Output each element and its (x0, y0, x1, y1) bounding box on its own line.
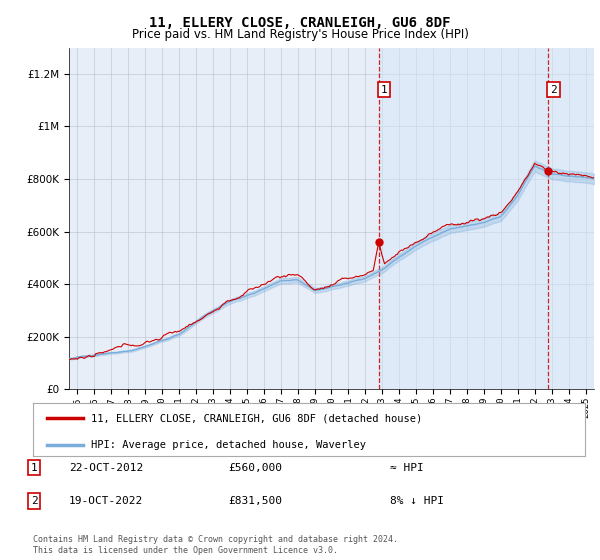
Text: 2: 2 (550, 85, 557, 95)
Text: 2: 2 (31, 496, 38, 506)
Text: 11, ELLERY CLOSE, CRANLEIGH, GU6 8DF (detached house): 11, ELLERY CLOSE, CRANLEIGH, GU6 8DF (de… (91, 413, 422, 423)
Text: ≈ HPI: ≈ HPI (390, 463, 424, 473)
Text: HPI: Average price, detached house, Waverley: HPI: Average price, detached house, Wave… (91, 440, 366, 450)
Text: 22-OCT-2012: 22-OCT-2012 (69, 463, 143, 473)
Text: Price paid vs. HM Land Registry's House Price Index (HPI): Price paid vs. HM Land Registry's House … (131, 28, 469, 41)
Text: 19-OCT-2022: 19-OCT-2022 (69, 496, 143, 506)
Text: 8% ↓ HPI: 8% ↓ HPI (390, 496, 444, 506)
Text: £560,000: £560,000 (228, 463, 282, 473)
Text: Contains HM Land Registry data © Crown copyright and database right 2024.: Contains HM Land Registry data © Crown c… (33, 535, 398, 544)
Bar (379, 48, 594, 389)
Text: 1: 1 (31, 463, 38, 473)
Text: 11, ELLERY CLOSE, CRANLEIGH, GU6 8DF: 11, ELLERY CLOSE, CRANLEIGH, GU6 8DF (149, 16, 451, 30)
Text: This data is licensed under the Open Government Licence v3.0.: This data is licensed under the Open Gov… (33, 547, 338, 556)
Text: £831,500: £831,500 (228, 496, 282, 506)
Text: 1: 1 (381, 85, 388, 95)
